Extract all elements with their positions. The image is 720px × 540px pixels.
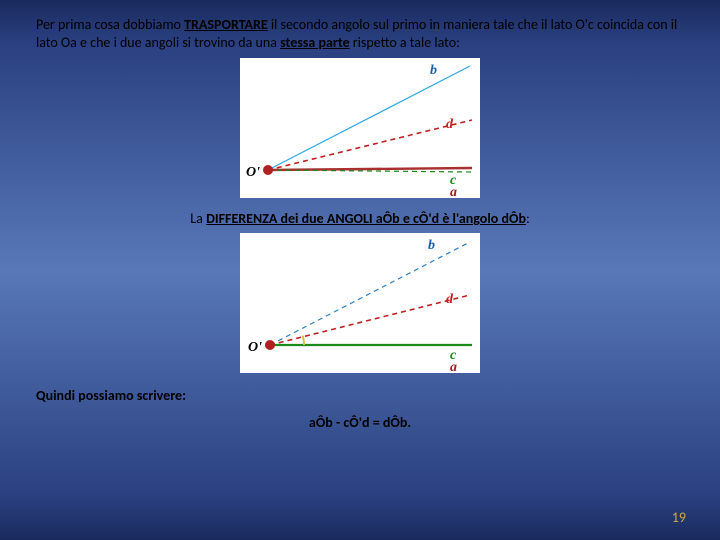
- svg-text:a: a: [450, 360, 457, 373]
- svg-text:b: b: [430, 63, 437, 78]
- svg-text:b: b: [428, 238, 435, 253]
- text-p5: rispetto a tale lato:: [350, 34, 460, 51]
- cap-c1: La: [190, 210, 206, 227]
- formula: aÔb - cÔ'd = dÔb.: [36, 414, 684, 431]
- svg-text:d: d: [446, 292, 454, 307]
- svg-text:O': O': [248, 340, 262, 355]
- diagram-1: bdcO'a: [240, 58, 480, 198]
- cap-c2: DIFFERENZA dei due ANGOLI aÔb e cÔ'd è l…: [206, 210, 526, 227]
- difference-caption: La DIFFERENZA dei due ANGOLI aÔb e cÔ'd …: [36, 210, 684, 227]
- page-number: 19: [672, 509, 686, 526]
- cap-c3: :: [526, 210, 530, 227]
- svg-text:d: d: [446, 117, 454, 132]
- bottom-text: Quindi possiamo scrivere:: [36, 387, 684, 404]
- text-stessa-parte: stessa parte: [280, 34, 350, 51]
- svg-text:a: a: [450, 185, 457, 198]
- diagram-2: bdcO'a: [240, 233, 480, 373]
- svg-text:O': O': [246, 165, 260, 180]
- text-p1: Per prima cosa dobbiamo: [36, 16, 184, 33]
- intro-paragraph: Per prima cosa dobbiamo TRASPORTARE il s…: [36, 16, 684, 52]
- text-trasportare: TRASPORTARE: [184, 16, 268, 33]
